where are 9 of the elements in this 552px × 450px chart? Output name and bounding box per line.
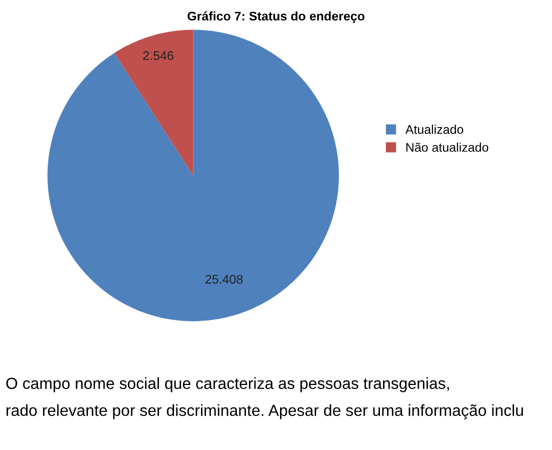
chart-title: Gráfico 7: Status do endereço xyxy=(188,11,364,24)
data-label: 25.408 xyxy=(206,274,243,284)
legend-label: Não atualizado xyxy=(406,142,488,152)
text: rado relevante por ser discriminante. Apesar de ser uma informação inclu xyxy=(6,404,523,420)
pie-slice xyxy=(114,30,194,176)
legend-label: Atualizado xyxy=(405,124,464,134)
pie-slice xyxy=(47,30,339,322)
text: O campo nome social que caracteriza as pessoas transgenias, xyxy=(6,377,449,392)
data-label: 2.546 xyxy=(143,51,174,60)
